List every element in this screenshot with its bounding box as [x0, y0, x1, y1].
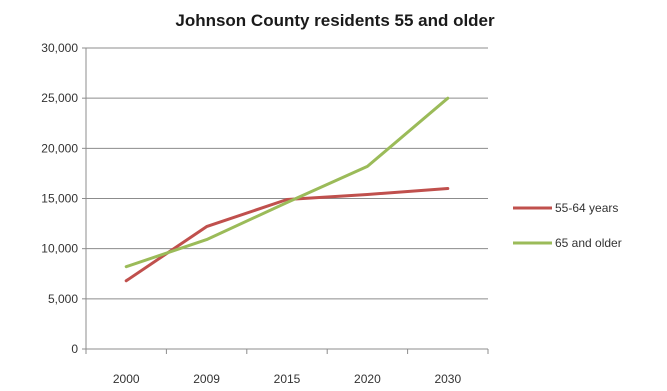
y-tick-label: 25,000 — [41, 91, 78, 105]
series-line — [124, 187, 450, 283]
x-tick-label: 2030 — [434, 372, 461, 386]
legend: 55-64 years 65 and older — [513, 201, 622, 250]
x-tick-label: 2009 — [193, 372, 220, 386]
series-line — [124, 96, 450, 269]
legend-label: 55-64 years — [555, 201, 618, 215]
y-tick-label: 20,000 — [41, 141, 78, 155]
y-tick-label: 30,000 — [41, 41, 78, 55]
x-tick-label: 2020 — [354, 372, 381, 386]
axes: 0 5,000 10,000 15,000 20,000 25,000 30,000 2000… — [41, 41, 489, 386]
legend-label: 65 and older — [555, 236, 622, 250]
y-tick-label: 10,000 — [41, 242, 78, 256]
chart-title: Johnson County residents 55 and older — [175, 11, 495, 30]
x-tick-label: 2015 — [274, 372, 301, 386]
y-tick-label: 0 — [71, 342, 78, 356]
y-tick-label: 15,000 — [41, 192, 78, 206]
y-tick-label: 5,000 — [48, 292, 78, 306]
x-tick-label: 2000 — [113, 372, 140, 386]
series-lines — [124, 96, 450, 283]
